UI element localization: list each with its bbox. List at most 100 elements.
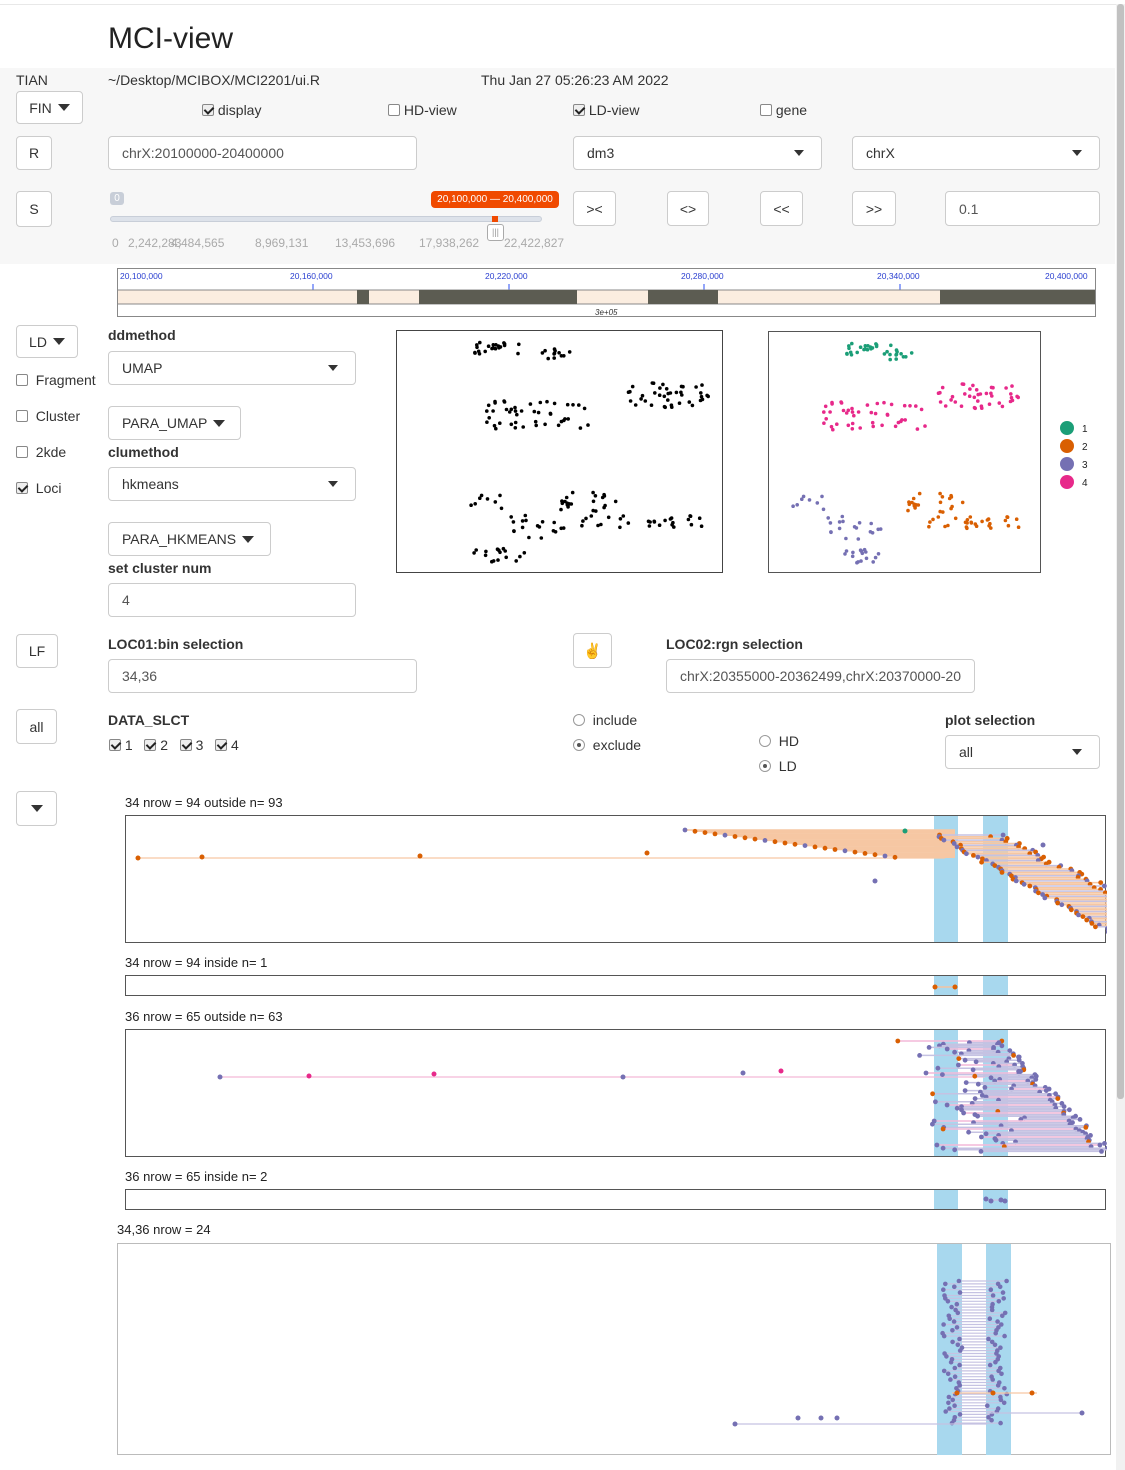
- scatter-point: [778, 1068, 784, 1074]
- checkbox-icon[interactable]: [215, 739, 228, 751]
- scatter-point: [860, 551, 865, 556]
- lf-button[interactable]: LF: [16, 634, 58, 668]
- fin-dropdown-button[interactable]: FIN: [16, 91, 83, 124]
- kde-checkbox[interactable]: 2kde: [16, 444, 66, 460]
- checkbox-icon[interactable]: [16, 374, 28, 386]
- scatter-point: [935, 1065, 941, 1071]
- ddmethod-select[interactable]: UMAP: [108, 351, 356, 385]
- clumethod-select[interactable]: hkmeans: [108, 467, 356, 501]
- scatter-point: [557, 351, 561, 355]
- checkbox-icon[interactable]: [760, 104, 772, 116]
- scatter-point: [829, 424, 834, 429]
- scatter-point: [666, 391, 670, 396]
- scatter-point: [589, 514, 594, 518]
- scrollbar-thumb[interactable]: [1117, 4, 1124, 1099]
- zoom-out-button[interactable]: <>: [667, 191, 709, 226]
- checkbox-icon[interactable]: [179, 739, 192, 751]
- plot1-outside-34: [125, 815, 1107, 943]
- checkbox-icon[interactable]: [16, 446, 28, 458]
- scissors-button[interactable]: ✌: [573, 633, 612, 668]
- checkbox-icon[interactable]: [16, 410, 28, 422]
- hdview-checkbox[interactable]: HD-view: [388, 102, 457, 118]
- radio-icon[interactable]: [759, 760, 771, 772]
- scatter-point: [888, 352, 892, 357]
- shift-left-button[interactable]: <<: [760, 191, 803, 226]
- shift-right-button[interactable]: >>: [852, 191, 896, 226]
- scatter-point: [509, 422, 514, 427]
- scatter-point: [846, 423, 851, 428]
- r-button[interactable]: R: [16, 136, 52, 170]
- scatter-point: [936, 515, 941, 519]
- radio-icon[interactable]: [573, 739, 585, 751]
- vertical-scrollbar[interactable]: [1116, 4, 1125, 1470]
- plot-selection-select[interactable]: all: [945, 735, 1100, 769]
- slider-handle[interactable]: |||: [487, 224, 504, 241]
- ld-label: LD: [29, 333, 47, 350]
- scatter-point: [507, 410, 512, 414]
- para-hkmeans-label: PARA_HKMEANS: [122, 531, 237, 547]
- scatter-point: [498, 550, 502, 555]
- scatter-point: [496, 344, 501, 348]
- radio-icon[interactable]: [759, 735, 771, 747]
- genome-select[interactable]: dm3: [573, 136, 822, 170]
- all-button[interactable]: all: [16, 709, 57, 744]
- checkbox-icon[interactable]: [573, 104, 585, 116]
- cluster-checkbox[interactable]: Cluster: [16, 408, 80, 424]
- caret-down-icon: [30, 805, 43, 812]
- checkbox-icon[interactable]: [16, 482, 28, 494]
- scatter-point: [535, 524, 540, 528]
- ld-dropdown-button[interactable]: LD: [16, 325, 78, 358]
- step-input[interactable]: 0.1: [945, 191, 1100, 226]
- ldview-checkbox[interactable]: LD-view: [573, 102, 639, 118]
- include-radio[interactable]: include: [573, 712, 637, 728]
- gene-checkbox[interactable]: gene: [760, 102, 807, 118]
- umap-plot-black: [396, 330, 723, 573]
- display-checkbox[interactable]: display: [202, 102, 261, 118]
- scatter-point: [493, 500, 498, 504]
- scatter-point: [586, 423, 590, 427]
- ld-radio[interactable]: LD: [759, 758, 797, 774]
- scatter-point: [976, 399, 980, 403]
- para-hkmeans-button[interactable]: PARA_HKMEANS: [108, 522, 271, 556]
- checkbox-icon[interactable]: [144, 739, 157, 751]
- scatter-point: [982, 1085, 988, 1090]
- scatter-point: [828, 410, 832, 414]
- exclude-radio[interactable]: exclude: [573, 737, 641, 753]
- scatter-point: [561, 526, 566, 530]
- scatter-point: [820, 494, 824, 499]
- scatter-point: [826, 516, 830, 520]
- checkbox-icon[interactable]: [109, 739, 121, 751]
- loci-checkbox[interactable]: Loci: [16, 480, 61, 496]
- data-slct-item-4[interactable]: 4: [215, 737, 239, 753]
- scatter-point: [848, 350, 853, 355]
- data-slct-item-2[interactable]: 2: [144, 737, 168, 753]
- para-umap-button[interactable]: PARA_UMAP: [108, 406, 241, 440]
- scatter-point: [999, 870, 1005, 875]
- radio-icon[interactable]: [573, 714, 585, 726]
- checkbox-icon[interactable]: [202, 104, 214, 116]
- scatter-point: [995, 1319, 1000, 1324]
- collapse-dropdown-button[interactable]: [16, 791, 57, 826]
- scatter-point: [431, 1071, 437, 1077]
- slider-track[interactable]: [110, 216, 542, 222]
- scatter-point: [990, 1390, 996, 1396]
- region-input[interactable]: chrX:20100000-20400000: [108, 136, 417, 170]
- loc02-input[interactable]: chrX:20355000-20362499,chrX:20370000-20: [666, 659, 975, 693]
- scatter-point: [882, 853, 888, 859]
- chrom-select[interactable]: chrX: [852, 136, 1100, 170]
- scatter-point: [832, 847, 838, 852]
- checkbox-icon[interactable]: [388, 104, 400, 116]
- data-slct-item-1[interactable]: 1: [109, 737, 133, 753]
- s-button[interactable]: S: [16, 191, 52, 227]
- zoom-in-button[interactable]: ><: [573, 191, 616, 226]
- scatter-point: [894, 357, 898, 361]
- scatter-point: [989, 1339, 995, 1345]
- scatter-point: [957, 1336, 962, 1342]
- scatter-point: [968, 387, 972, 391]
- loc01-input[interactable]: 34,36: [108, 659, 417, 693]
- clusternum-input[interactable]: 4: [108, 583, 356, 617]
- scatter-point: [1029, 1390, 1035, 1396]
- data-slct-item-3[interactable]: 3: [179, 737, 203, 753]
- hd-radio[interactable]: HD: [759, 733, 799, 749]
- fragment-checkbox[interactable]: Fragment: [16, 372, 96, 388]
